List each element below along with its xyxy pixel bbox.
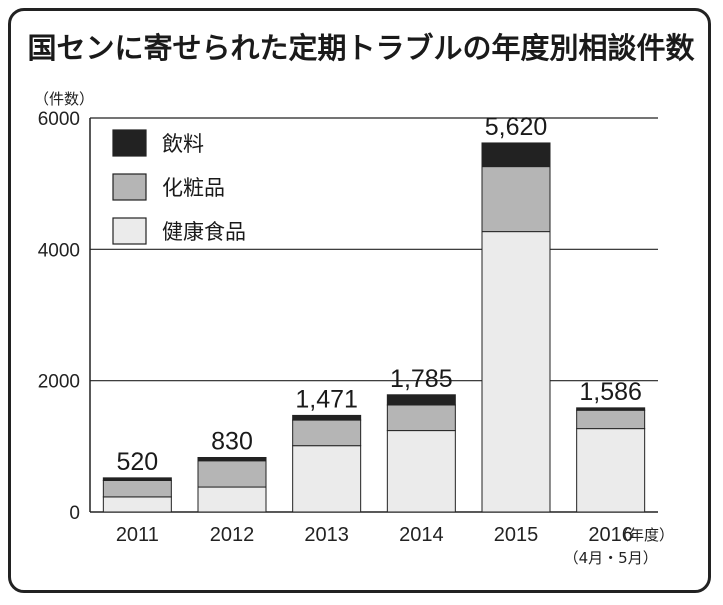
bar-segment xyxy=(386,404,456,432)
bar-segment xyxy=(292,419,362,447)
legend-label: 化粧品 xyxy=(162,176,225,200)
bar-segment xyxy=(197,456,267,462)
y-tick-label: 4000 xyxy=(38,240,80,261)
bar-segment xyxy=(576,407,646,411)
bar-segment xyxy=(386,394,456,406)
bar-segment xyxy=(197,460,267,488)
legend-label: 飲料 xyxy=(162,132,204,156)
labels: 0 2000 4000 6000 520 2011 830 2012 1,471 2013 1,78… xyxy=(38,109,658,567)
total-label: 1,471 xyxy=(295,385,358,413)
y-tick-label: 6000 xyxy=(38,109,80,130)
bar-segment xyxy=(102,477,172,481)
x-axis-unit: （年度） xyxy=(614,526,674,544)
grid xyxy=(89,117,658,513)
bar-segment xyxy=(292,445,362,513)
bar-segment xyxy=(576,428,646,513)
bar-segment xyxy=(197,486,267,513)
legend-swatch xyxy=(112,129,147,157)
y-tick-label: 2000 xyxy=(38,372,80,393)
bar-segment xyxy=(292,414,362,421)
y-tick-label: 0 xyxy=(69,503,80,524)
x-tick-label: 2011 xyxy=(116,524,159,546)
legend-label: 健康食品 xyxy=(162,220,246,244)
y-axis-unit: （件数） xyxy=(34,90,94,108)
category-note: （4月・5月） xyxy=(564,549,658,567)
bar-segment xyxy=(481,231,551,513)
x-tick-label: 2015 xyxy=(494,524,539,546)
legend-swatch xyxy=(112,217,147,245)
legend-swatch xyxy=(112,173,147,201)
total-label: 5,620 xyxy=(485,113,548,141)
x-tick-label: 2012 xyxy=(210,524,255,546)
bars xyxy=(102,142,646,513)
total-label: 1,785 xyxy=(390,365,453,393)
bar-segment xyxy=(481,142,551,168)
chart-title: 国センに寄せられた定期トラブルの年度別相談件数 xyxy=(27,31,695,65)
x-tick-label: 2014 xyxy=(399,524,444,546)
x-tick-label: 2016 xyxy=(588,524,633,546)
x-tick-label: 2013 xyxy=(304,524,349,546)
total-label: 520 xyxy=(116,448,158,476)
bar-segment xyxy=(102,496,172,513)
bar-segment xyxy=(386,430,456,513)
bar-segment xyxy=(576,409,646,430)
total-label: 1,586 xyxy=(579,378,642,406)
bar-segment xyxy=(481,166,551,233)
total-label: 830 xyxy=(211,427,253,455)
bar-segment xyxy=(102,479,172,498)
